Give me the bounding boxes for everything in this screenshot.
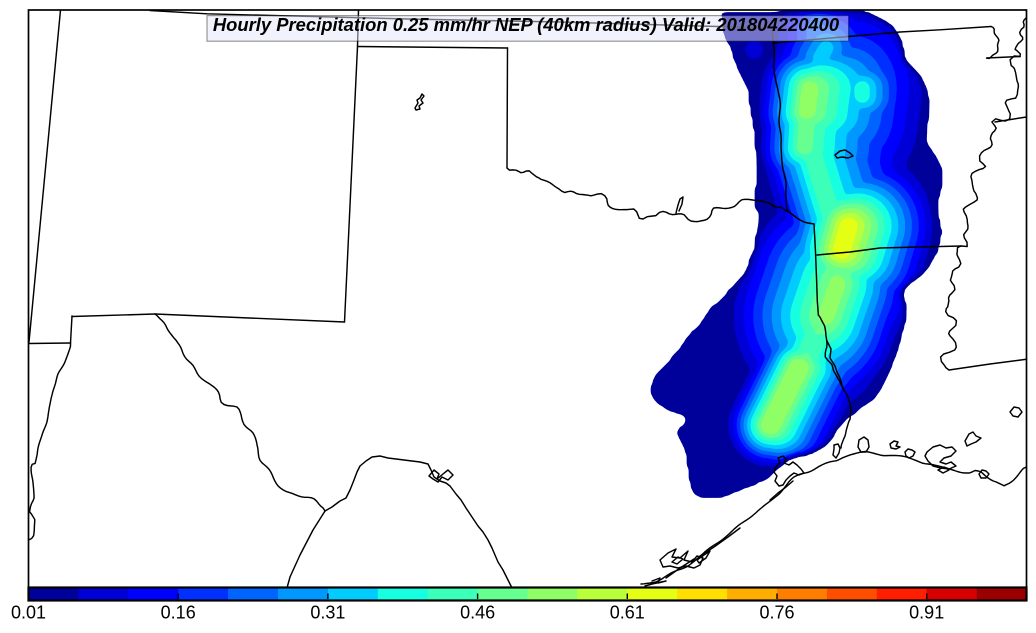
svg-text:0.46: 0.46 bbox=[460, 603, 495, 623]
svg-text:0.01: 0.01 bbox=[11, 603, 46, 623]
svg-text:0.16: 0.16 bbox=[161, 603, 196, 623]
svg-text:0.91: 0.91 bbox=[909, 603, 944, 623]
svg-text:Hourly Precipitation 0.25 mm/h: Hourly Precipitation 0.25 mm/hr NEP (40k… bbox=[213, 14, 840, 35]
svg-text:0.76: 0.76 bbox=[759, 603, 794, 623]
svg-text:0.31: 0.31 bbox=[310, 603, 345, 623]
svg-text:0.61: 0.61 bbox=[610, 603, 645, 623]
